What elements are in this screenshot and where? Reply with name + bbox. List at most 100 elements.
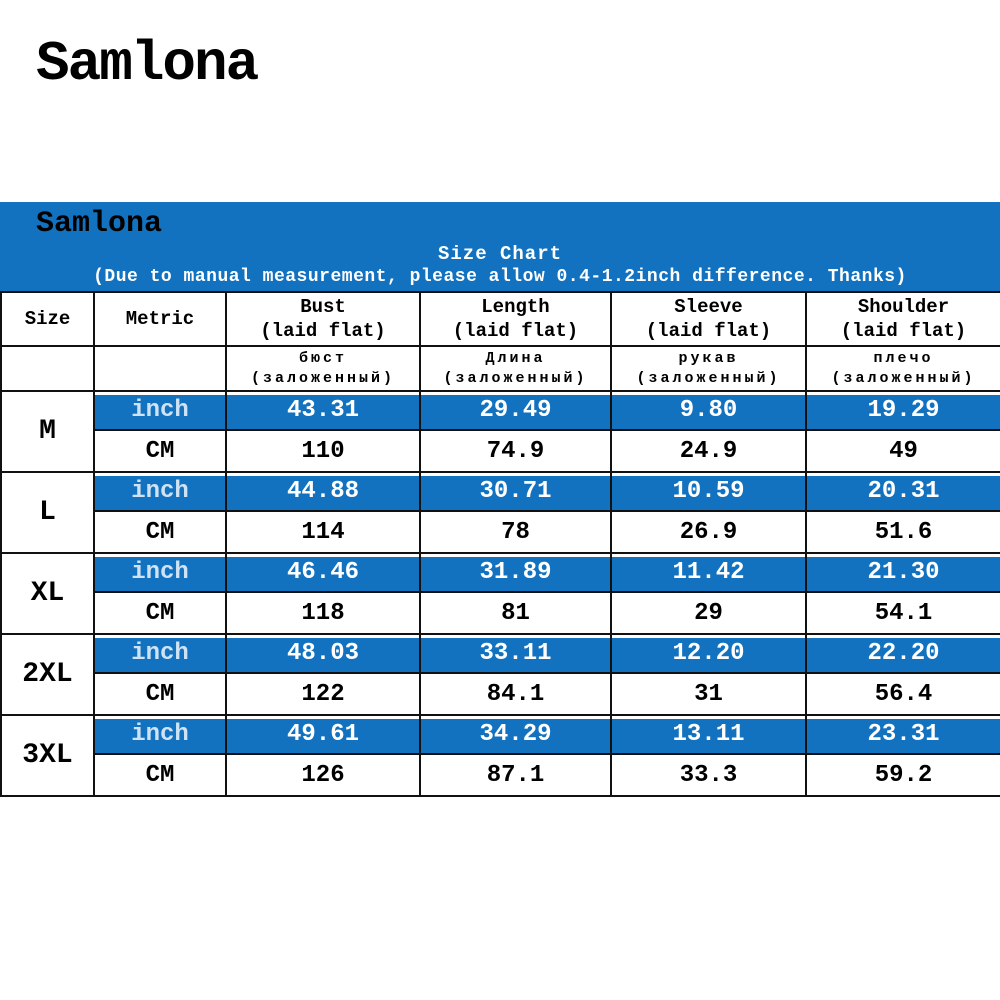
unit-inch-label: inch [93, 390, 227, 431]
col-header-metric: Metric [93, 291, 227, 347]
measurement-value: 46.46 [225, 552, 421, 593]
measurement-value: 34.29 [419, 714, 612, 755]
measurement-value: 20.31 [805, 471, 1000, 512]
col-header-sleeve: Sleeve (laid flat) [610, 291, 807, 347]
measurement-value: 21.30 [805, 552, 1000, 593]
col-subheader-length-ru: Длина (заложенный) [419, 345, 612, 392]
table-header-row-english: Size Metric Bust (laid flat) Length (lai… [0, 291, 1000, 347]
measurement-value: 81 [419, 591, 612, 635]
col-subheader-sleeve-ru: рукав (заложенный) [610, 345, 807, 392]
measurement-value: 118 [225, 591, 421, 635]
measurement-value: 54.1 [805, 591, 1000, 635]
col-subheader-label: бюст [298, 349, 347, 367]
col-subheader-empty [0, 345, 95, 392]
col-subheader-label: Длина [485, 349, 546, 367]
unit-cm-label: CM [93, 510, 227, 554]
measurement-value: 59.2 [805, 753, 1000, 797]
col-header-label: Sleeve [674, 296, 743, 318]
measurement-value: 31.89 [419, 552, 612, 593]
measurement-value: 19.29 [805, 390, 1000, 431]
measurement-value: 11.42 [610, 552, 807, 593]
measurement-value: 23.31 [805, 714, 1000, 755]
measurement-value: 56.4 [805, 672, 1000, 716]
size-chart-table: Size Metric Bust (laid flat) Length (lai… [0, 291, 1000, 797]
measurement-value: 29.49 [419, 390, 612, 431]
unit-cm-label: CM [93, 672, 227, 716]
col-subheader-empty [93, 345, 227, 392]
size-label: XL [0, 552, 95, 635]
measurement-value: 10.59 [610, 471, 807, 512]
measurement-value: 12.20 [610, 633, 807, 674]
brand-logo: Samlona [36, 32, 259, 96]
measurement-value: 110 [225, 429, 421, 473]
measurement-value: 48.03 [225, 633, 421, 674]
unit-inch-label: inch [93, 471, 227, 512]
table-row-inch: 3XL inch 49.61 34.29 13.11 23.31 [0, 714, 1000, 797]
measurement-note: (Due to manual measurement, please allow… [93, 267, 907, 287]
col-header-length: Length (laid flat) [419, 291, 612, 347]
unit-cm-label: CM [93, 429, 227, 473]
table-row-cm: CM 118 81 29 54.1 [1, 591, 1000, 635]
size-chart-banner: Samlona Size Chart (Due to manual measur… [0, 202, 1000, 291]
measurement-value: 9.80 [610, 390, 807, 431]
measurement-value: 43.31 [225, 390, 421, 431]
measurement-value: 51.6 [805, 510, 1000, 554]
table-row-cm: CM 122 84.1 31 56.4 [1, 672, 1000, 716]
col-subheader-sublabel: (заложенный) [831, 369, 976, 387]
size-label: 2XL [0, 633, 95, 716]
table-row-inch: M inch 43.31 29.49 9.80 19.29 [0, 390, 1000, 473]
unit-inch-label: inch [93, 552, 227, 593]
col-header-label: Bust [300, 296, 346, 318]
col-header-sublabel: (laid flat) [645, 320, 772, 342]
measurement-value: 49 [805, 429, 1000, 473]
col-header-bust: Bust (laid flat) [225, 291, 421, 347]
col-header-sublabel: (laid flat) [260, 320, 386, 342]
col-header-shoulder: Shoulder (laid flat) [805, 291, 1000, 347]
table-header-row-russian: бюст (заложенный) Длина (заложенный) рук… [0, 345, 1000, 392]
measurement-value: 29 [610, 591, 807, 635]
col-subheader-label: рукав [678, 349, 739, 367]
measurement-value: 114 [225, 510, 421, 554]
measurement-value: 22.20 [805, 633, 1000, 674]
measurement-value: 44.88 [225, 471, 421, 512]
unit-cm-label: CM [93, 753, 227, 797]
measurement-value: 74.9 [419, 429, 612, 473]
col-header-sublabel: (laid flat) [840, 320, 967, 342]
size-label: M [0, 390, 95, 473]
col-header-label: Shoulder [857, 296, 950, 318]
measurement-value: 13.11 [610, 714, 807, 755]
measurement-value: 24.9 [610, 429, 807, 473]
table-row-cm: CM 114 78 26.9 51.6 [1, 510, 1000, 554]
col-header-label: Length [481, 296, 550, 318]
col-subheader-sublabel: (заложенный) [250, 369, 396, 387]
measurement-value: 84.1 [419, 672, 612, 716]
measurement-value: 126 [225, 753, 421, 797]
unit-inch-label: inch [93, 714, 227, 755]
table-row-cm: CM 126 87.1 33.3 59.2 [1, 753, 1000, 797]
size-chart-title: Size Chart [437, 243, 563, 265]
table-row-inch: 2XL inch 48.03 33.11 12.20 22.20 [0, 633, 1000, 716]
size-label: 3XL [0, 714, 95, 797]
unit-cm-label: CM [93, 591, 227, 635]
measurement-value: 30.71 [419, 471, 612, 512]
measurement-value: 78 [419, 510, 612, 554]
col-header-size: Size [0, 291, 95, 347]
size-label: L [0, 471, 95, 554]
col-subheader-sublabel: (заложенный) [443, 369, 588, 387]
measurement-value: 33.11 [419, 633, 612, 674]
measurement-value: 31 [610, 672, 807, 716]
col-subheader-label: плечо [873, 349, 934, 367]
unit-inch-label: inch [93, 633, 227, 674]
table-row-cm: CM 110 74.9 24.9 49 [1, 429, 1000, 473]
measurement-value: 122 [225, 672, 421, 716]
banner-brand: Samlona [36, 207, 163, 241]
measurement-value: 49.61 [225, 714, 421, 755]
measurement-value: 33.3 [610, 753, 807, 797]
col-subheader-shoulder-ru: плечо (заложенный) [805, 345, 1000, 392]
col-subheader-bust-ru: бюст (заложенный) [225, 345, 421, 392]
table-row-inch: L inch 44.88 30.71 10.59 20.31 [0, 471, 1000, 554]
measurement-value: 87.1 [419, 753, 612, 797]
table-row-inch: XL inch 46.46 31.89 11.42 21.30 [0, 552, 1000, 635]
col-header-sublabel: (laid flat) [452, 320, 579, 342]
